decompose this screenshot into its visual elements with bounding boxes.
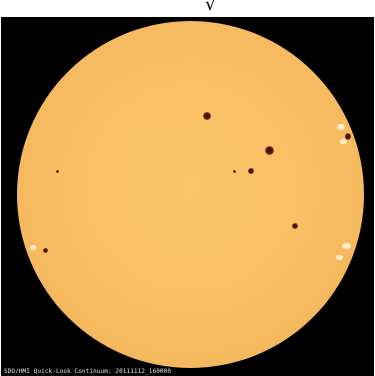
sunspot xyxy=(248,168,254,174)
facula xyxy=(342,243,351,249)
sunspot xyxy=(233,170,236,173)
sunspot xyxy=(265,146,274,155)
sunspot xyxy=(203,112,211,120)
top-text-fragment: √ xyxy=(205,0,217,15)
sun-disc xyxy=(17,21,364,368)
sunspot xyxy=(56,170,59,173)
sunspot xyxy=(292,223,298,229)
facula xyxy=(30,245,36,250)
image-caption: SDO/HMI Quick-Look Continuum: 20111112_1… xyxy=(4,368,172,375)
top-strip xyxy=(0,0,375,17)
facula xyxy=(336,255,343,260)
facula xyxy=(340,139,347,144)
sunspot xyxy=(345,133,351,140)
sunspot xyxy=(43,248,48,253)
facula xyxy=(337,124,345,130)
